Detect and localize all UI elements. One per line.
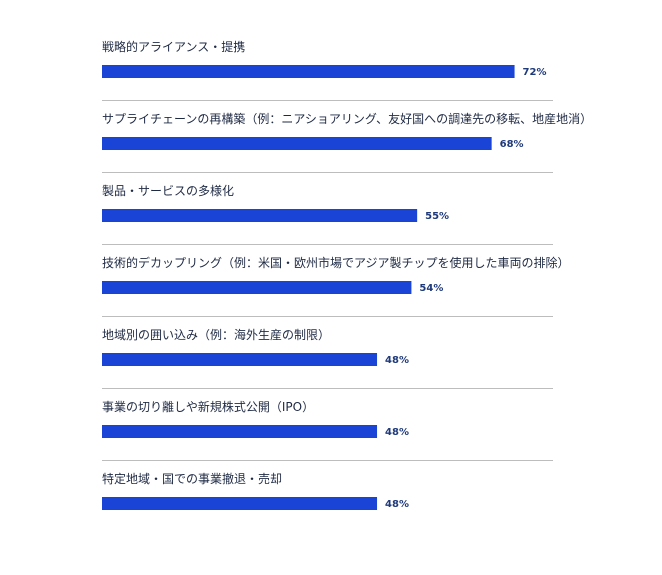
category-label: サプライチェーンの再構築（例：ニアショアリング、友好国への調達先の移転、地産地消… — [102, 111, 592, 126]
value-label: 48% — [385, 427, 409, 438]
value-label: 54% — [419, 283, 443, 294]
category-label: 戦略的アライアンス・提携 — [102, 39, 245, 54]
category-label: 技術的デカップリング（例：米国・欧州市場でアジア製チップを使用した車両の排除） — [102, 255, 570, 270]
value-label: 48% — [385, 499, 409, 510]
category-label: 地域別の囲い込み（例：海外生産の制限） — [102, 327, 330, 342]
bar — [102, 137, 492, 150]
category-label: 製品・サービスの多様化 — [102, 184, 234, 198]
value-label: 68% — [500, 139, 524, 150]
bar — [102, 353, 378, 366]
bar — [102, 425, 378, 438]
value-label: 72% — [523, 67, 547, 78]
category-label: 事業の切り離しや新規株式公開（IPO） — [102, 399, 314, 414]
value-label: 48% — [385, 355, 409, 366]
bar — [102, 497, 378, 510]
bar — [102, 209, 418, 222]
bar — [102, 65, 515, 78]
category-label: 特定地域・国での事業撤退・売却 — [102, 471, 282, 486]
bar — [102, 281, 412, 294]
value-label: 55% — [425, 211, 449, 222]
